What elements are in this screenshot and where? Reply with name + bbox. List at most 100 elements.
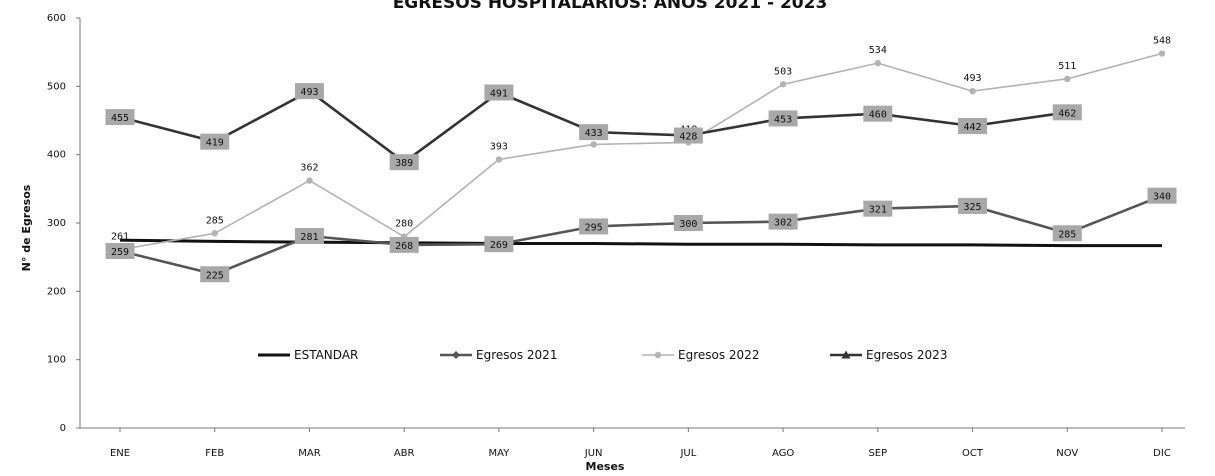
data-label-box (484, 236, 514, 253)
data-point-egresos-2022 (969, 87, 976, 95)
data-point-egresos-2022 (306, 177, 313, 184)
x-tick-label: NOV (1056, 448, 1078, 459)
data-label-box (484, 84, 514, 101)
data-label: 393 (490, 141, 508, 152)
x-tick-label: ENE (110, 448, 130, 459)
data-label: 460 (869, 110, 887, 121)
data-label-box (958, 117, 988, 134)
data-label-box (200, 133, 230, 150)
x-tick-label: JUL (679, 448, 696, 459)
data-label-box (294, 227, 324, 244)
data-label-box (768, 213, 798, 230)
x-tick-label: MAR (298, 448, 320, 459)
data-point-egresos-2022 (1064, 75, 1071, 83)
chart-title: EGRESOS HOSPITALARIOS: AÑOS 2021 - 2023 (393, 0, 828, 13)
data-label: 493 (964, 73, 982, 84)
x-tick-label: SEP (868, 448, 887, 459)
data-label: 225 (206, 270, 224, 281)
data-label: 280 (395, 219, 413, 230)
y-tick-label: 100 (47, 355, 66, 366)
data-label-box (1052, 104, 1082, 121)
x-tick-label: AGO (772, 448, 794, 459)
data-label-box (673, 127, 703, 144)
legend-label-estandar: ESTANDAR (294, 348, 358, 362)
x-axis-title: Meses (586, 460, 625, 473)
y-tick-label: 400 (47, 150, 66, 161)
data-label-box (105, 109, 135, 126)
axes: 0 100 200 300 400 500 600 ENE FEB MAR ABR MAY JUN JUL… (47, 13, 1185, 459)
data-labels: 259 225 281 268 269 295 300 302 321 325 285 340 261 2… (105, 36, 1177, 283)
y-tick-label: 0 (60, 423, 66, 434)
x-tick-label: MAY (489, 448, 511, 459)
data-label: 511 (1058, 61, 1076, 72)
legend-label-egresos-2023: Egresos 2023 (866, 348, 947, 362)
legend-label-egresos-2021: Egresos 2021 (476, 348, 557, 362)
data-label: 300 (679, 219, 697, 230)
data-label: 269 (490, 240, 508, 251)
data-label: 389 (395, 158, 413, 169)
data-label-box (958, 197, 988, 214)
data-label: 534 (869, 45, 887, 56)
data-label: 548 (1153, 36, 1171, 47)
series-line-egresos-2022 (119, 52, 1163, 251)
data-label-box (200, 266, 230, 283)
data-label-box (294, 83, 324, 100)
data-label: 325 (964, 202, 982, 213)
legend-label-egresos-2022: Egresos 2022 (678, 348, 759, 362)
data-label: 419 (206, 138, 224, 149)
y-tick-label: 200 (47, 286, 66, 297)
x-tick-label: OCT (962, 448, 984, 459)
data-label: 453 (774, 114, 792, 125)
data-label: 261 (111, 232, 129, 243)
data-label: 455 (111, 113, 129, 124)
data-label: 295 (585, 222, 603, 233)
data-label-box (768, 110, 798, 127)
x-tick-label: FEB (205, 448, 224, 459)
data-label: 268 (395, 241, 413, 252)
legend-item-estandar: ESTANDAR (258, 348, 358, 362)
legend-item-egresos-2022: Egresos 2022 (642, 348, 759, 362)
legend-marker-egresos-2021 (452, 351, 460, 359)
data-label: 340 (1153, 192, 1171, 203)
data-label: 491 (490, 88, 508, 99)
data-label-box (579, 124, 609, 141)
data-label: 281 (300, 232, 318, 243)
data-label: 433 (585, 128, 603, 139)
y-tick-label: 500 (47, 81, 66, 92)
series-line-egresos-2021 (119, 194, 1163, 276)
y-tick-label: 600 (47, 13, 66, 24)
data-label: 285 (1058, 229, 1076, 240)
x-tick-label: DIC (1153, 448, 1171, 459)
data-label-box (863, 105, 893, 122)
data-point-egresos-2022 (874, 59, 882, 67)
data-point-egresos-2022 (590, 141, 597, 148)
y-tick-label: 300 (47, 218, 66, 229)
data-label: 462 (1058, 108, 1076, 119)
y-axis-title: N° de Egresos (20, 184, 33, 271)
data-point-egresos-2022 (779, 81, 787, 88)
data-label-box (863, 200, 893, 217)
data-label: 493 (300, 87, 318, 98)
data-point-egresos-2022 (495, 156, 503, 163)
data-label: 321 (869, 205, 887, 216)
data-label-box (1052, 225, 1082, 242)
data-label-box (389, 236, 419, 253)
data-label: 442 (964, 122, 982, 133)
data-point-egresos-2022 (1158, 50, 1166, 57)
legend-item-egresos-2021: Egresos 2021 (440, 348, 557, 362)
data-label-box (673, 215, 703, 231)
legend-marker-egresos-2023 (841, 350, 851, 359)
data-label: 259 (111, 247, 129, 258)
data-label-box (105, 243, 135, 260)
data-point-egresos-2022 (211, 230, 218, 237)
data-label: 362 (300, 163, 318, 174)
data-label-box (1147, 187, 1177, 204)
x-tick-label: JUN (584, 448, 603, 459)
data-label: 503 (774, 66, 792, 77)
data-label: 428 (679, 132, 697, 143)
data-label-box (579, 218, 609, 235)
legend-marker-egresos-2022 (654, 351, 662, 359)
legend: ESTANDAR Egresos 2021 Egresos 2022 Egresos … (258, 348, 947, 362)
